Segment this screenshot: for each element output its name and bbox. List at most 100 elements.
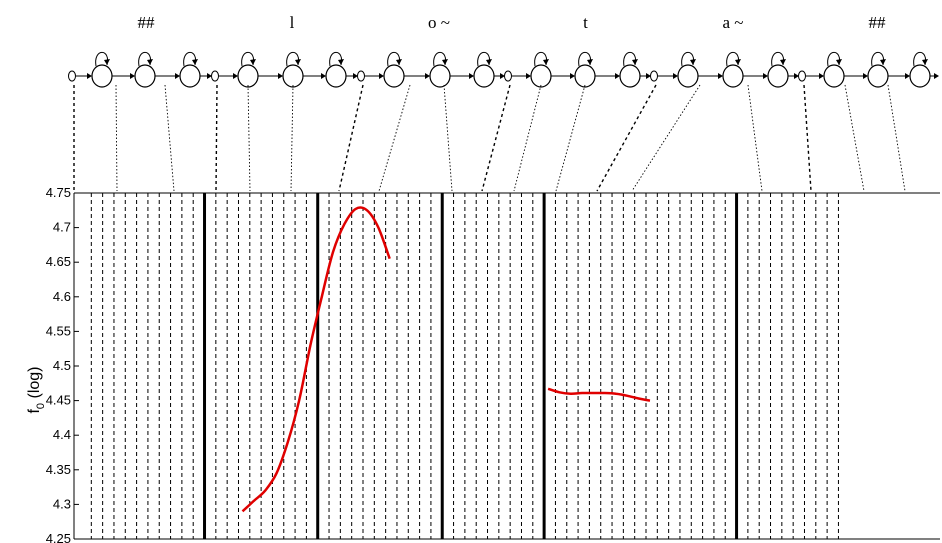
hmm-state xyxy=(574,64,596,88)
loop-arrow-head xyxy=(192,59,198,65)
self-loop xyxy=(827,51,841,67)
hmm-state xyxy=(677,64,699,88)
self-loop xyxy=(578,51,592,67)
self-loop xyxy=(286,51,300,67)
arrow-head xyxy=(175,73,180,79)
self-loop xyxy=(387,51,401,67)
self-loop xyxy=(871,51,885,67)
f0-contour xyxy=(241,206,651,513)
y-tick-label: 4.4 xyxy=(53,427,71,442)
hmm-state xyxy=(909,64,931,88)
self-loop xyxy=(726,51,740,67)
alignment-line xyxy=(215,84,218,192)
phone-label: o ~ xyxy=(428,13,450,32)
y-axis-label: f0 (log) xyxy=(26,366,47,413)
hmm-state xyxy=(767,64,789,88)
hmm-state xyxy=(473,64,495,88)
y-tick-label: 4.75 xyxy=(46,185,71,200)
phone-label: l xyxy=(290,13,295,32)
loop-arrow-head xyxy=(632,59,638,65)
alignment-line xyxy=(164,84,175,192)
alignment-line xyxy=(513,84,542,192)
arrow-head xyxy=(130,73,135,79)
arrow-head xyxy=(794,73,799,79)
arrow-head xyxy=(673,73,678,79)
hmm-state xyxy=(383,64,405,88)
y-tick-label: 4.25 xyxy=(46,531,71,543)
loop-arrow-head xyxy=(836,59,842,65)
arrow-head xyxy=(87,73,92,79)
y-tick-label: 4.5 xyxy=(53,358,71,373)
arrow-head xyxy=(763,73,768,79)
arrow-head xyxy=(526,73,531,79)
hmm-state xyxy=(867,64,889,88)
arrow-head xyxy=(615,73,620,79)
loop-arrow-head xyxy=(104,59,110,65)
alignment-line xyxy=(596,84,657,192)
y-tick-label: 4.3 xyxy=(53,496,71,511)
arrow-head xyxy=(321,73,326,79)
y-tick-label: 4.7 xyxy=(53,220,71,235)
y-tick-label: 4.55 xyxy=(46,323,71,338)
loop-arrow-head xyxy=(250,59,256,65)
alignment-line xyxy=(803,84,812,192)
alignment-line xyxy=(631,84,701,192)
y-tick-label: 4.6 xyxy=(53,289,71,304)
phone-hmm: l xyxy=(211,13,358,88)
loop-arrow-head xyxy=(735,59,741,65)
hmm-state xyxy=(619,64,641,88)
alignment-line xyxy=(443,84,453,192)
entry-node xyxy=(68,70,76,82)
alignment-line xyxy=(115,84,118,192)
phone-label: ## xyxy=(869,13,887,32)
alignment-line xyxy=(247,84,251,192)
hmm-state-diagram: ## l o ~ t a ~ ## xyxy=(68,13,939,88)
self-loop xyxy=(534,51,548,67)
alignment-line xyxy=(290,84,294,192)
alignment-line xyxy=(747,84,763,192)
entry-node xyxy=(504,70,512,82)
hmm-state xyxy=(429,64,451,88)
arrow-head xyxy=(905,73,910,79)
arrow-head xyxy=(233,73,238,79)
loop-arrow-head xyxy=(690,59,696,65)
hmm-state xyxy=(823,64,845,88)
loop-arrow-head xyxy=(922,59,928,65)
arrow-head xyxy=(934,73,939,79)
arrow-head xyxy=(500,73,505,79)
self-loop xyxy=(138,51,152,67)
arrow-head xyxy=(718,73,723,79)
self-loop xyxy=(329,51,343,67)
arrow-head xyxy=(425,73,430,79)
phone-hmm: t xyxy=(504,13,651,88)
phone-label: t xyxy=(583,13,588,32)
hmm-state xyxy=(134,64,156,88)
hmm-state xyxy=(722,64,744,88)
f0-line-series xyxy=(547,387,651,402)
arrow-head xyxy=(353,73,358,79)
arrow-head xyxy=(646,73,651,79)
arrow-head xyxy=(819,73,824,79)
y-tick-label: 4.35 xyxy=(46,462,71,477)
hmm-state xyxy=(282,64,304,88)
entry-node xyxy=(650,70,658,82)
loop-arrow-head xyxy=(147,59,153,65)
phone-label: ## xyxy=(138,13,156,32)
hmm-state xyxy=(530,64,552,88)
alignment-line xyxy=(338,84,364,192)
loop-arrow-head xyxy=(543,59,549,65)
self-loop xyxy=(623,51,637,67)
arrow-head xyxy=(278,73,283,79)
y-tick-label: 4.45 xyxy=(46,393,71,408)
self-loop xyxy=(95,51,109,67)
state-frame-alignment-lines xyxy=(73,84,906,192)
arrow-head xyxy=(863,73,868,79)
entry-node xyxy=(211,70,219,82)
arrow-head xyxy=(379,73,384,79)
self-loop xyxy=(241,51,255,67)
self-loop xyxy=(913,51,927,67)
hmm-state xyxy=(325,64,347,88)
loop-arrow-head xyxy=(486,59,492,65)
self-loop xyxy=(183,51,197,67)
